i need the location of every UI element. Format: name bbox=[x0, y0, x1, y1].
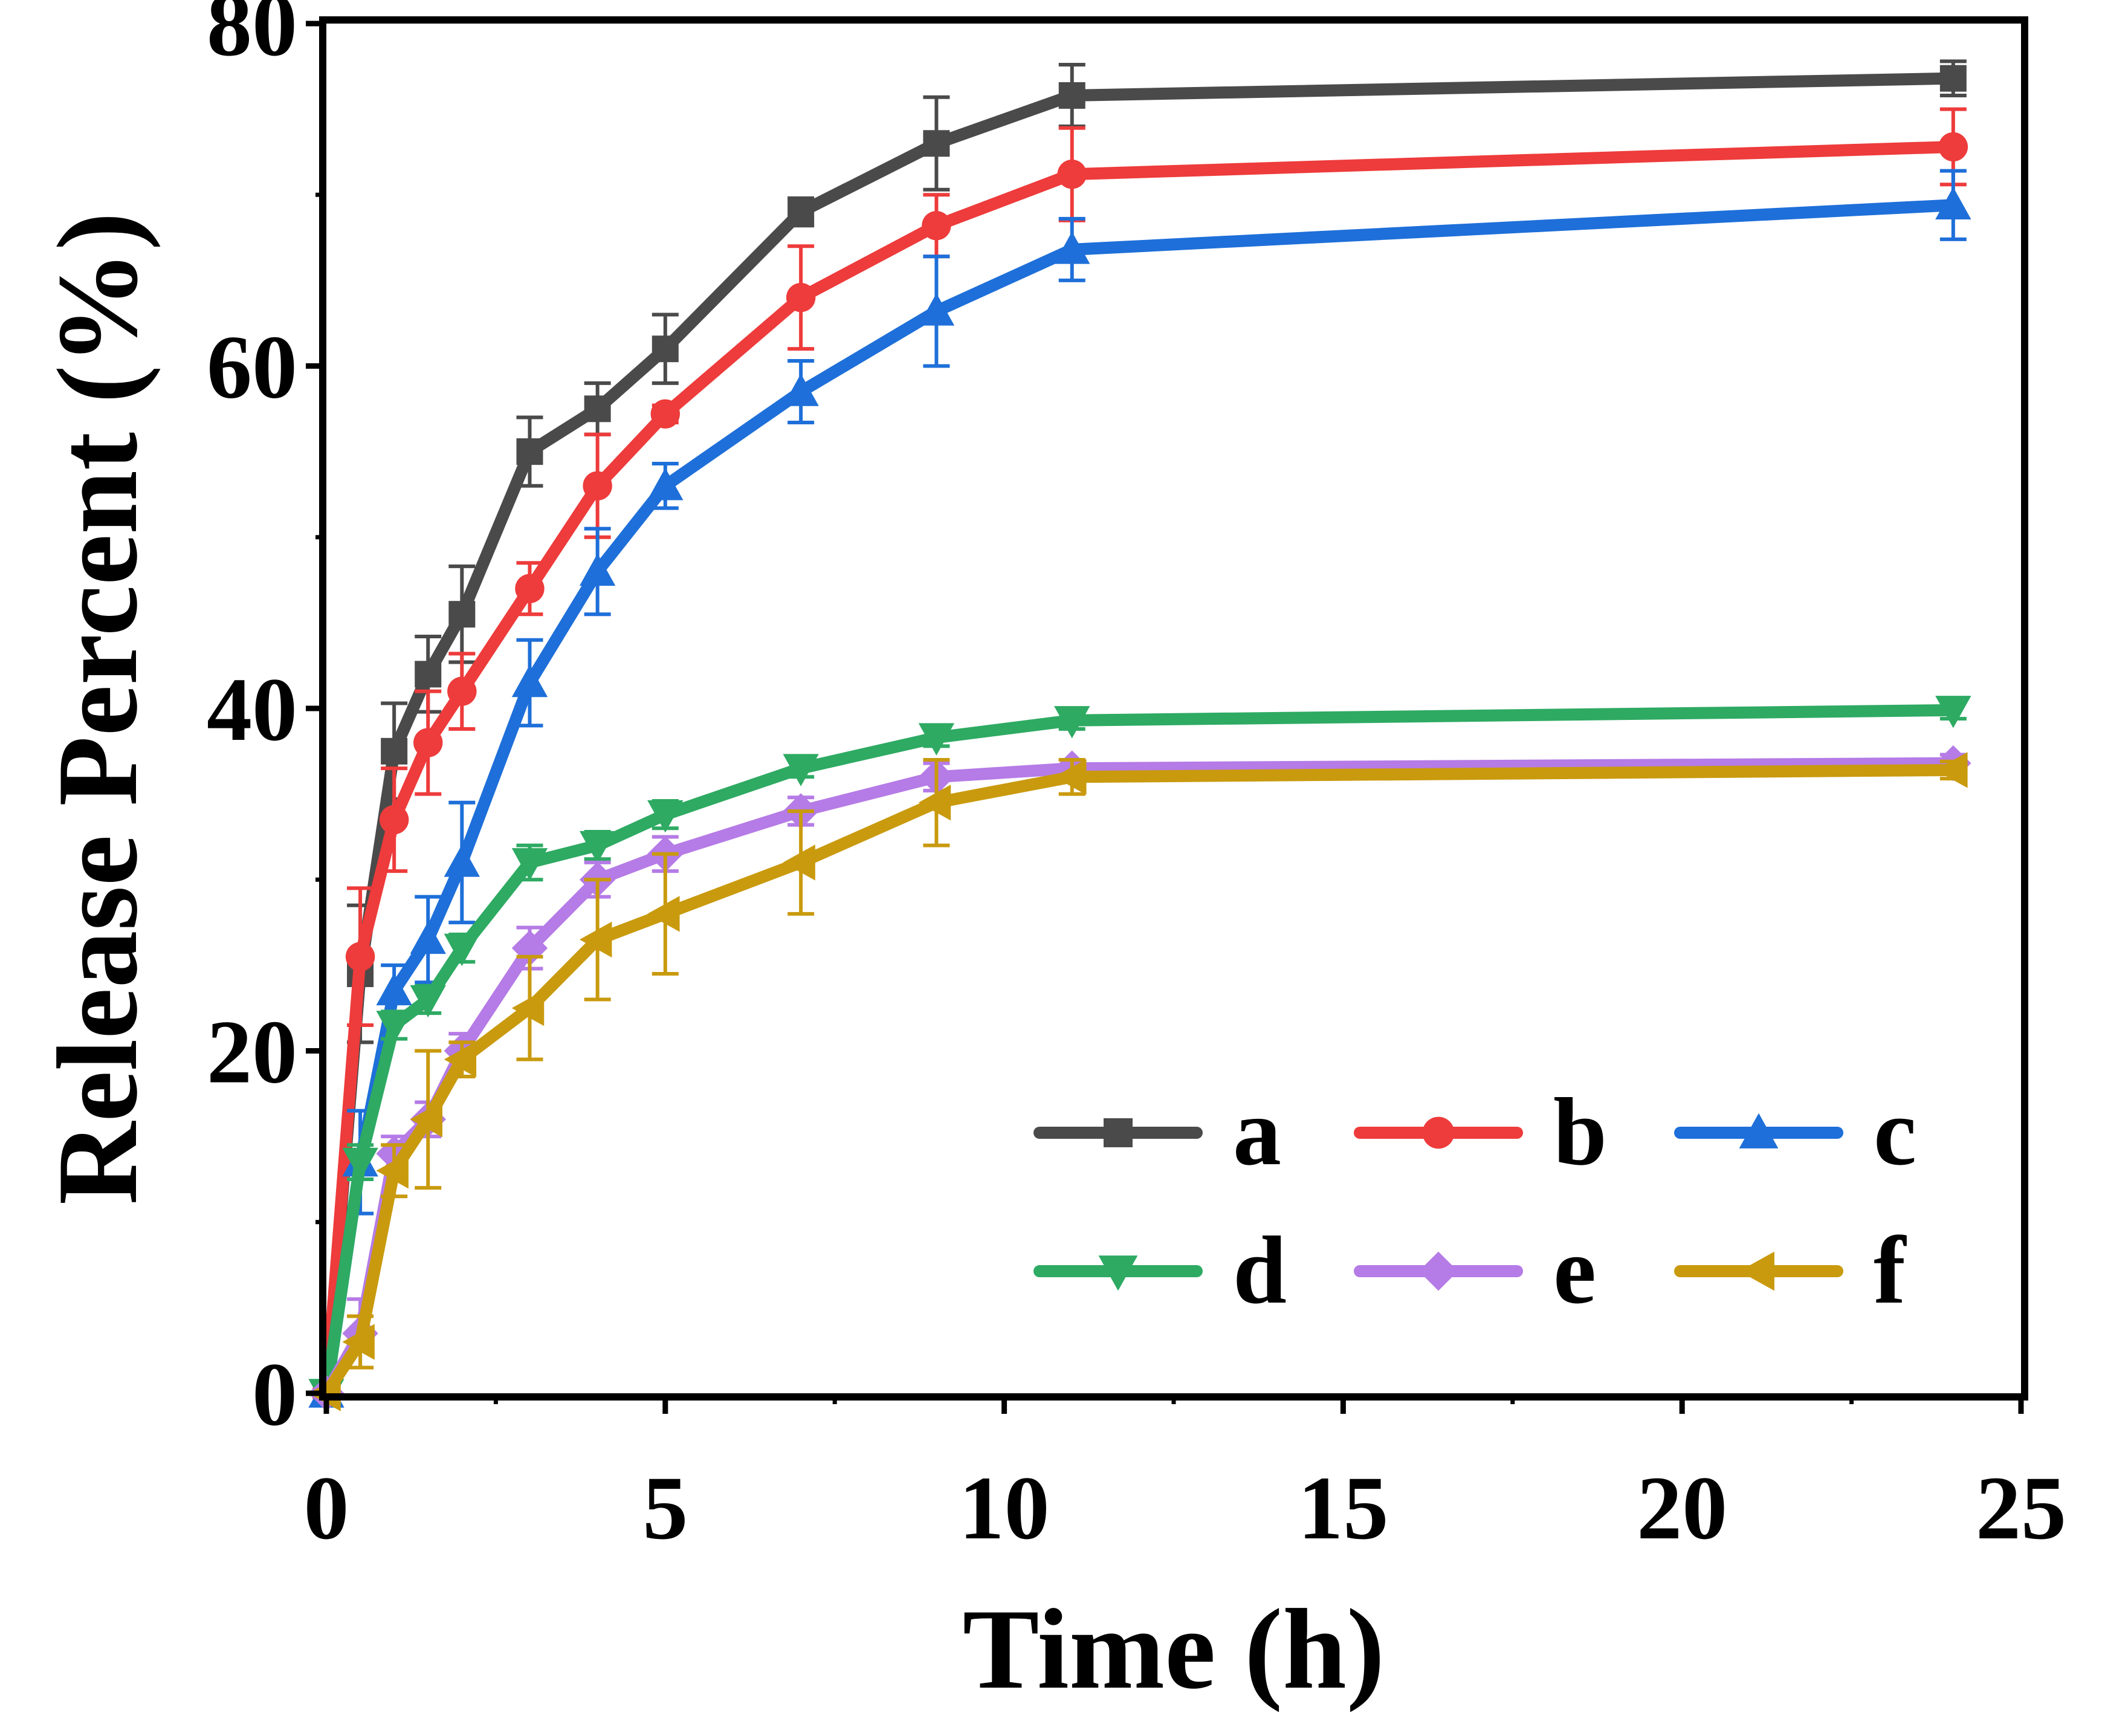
x-tick-label: 20 bbox=[1637, 1458, 1727, 1558]
series-line-c bbox=[320, 199, 1959, 1399]
x-axis-ticks: 0 5 10 15 20 25 bbox=[304, 1393, 2066, 1558]
data-point-f bbox=[444, 1041, 477, 1078]
data-point-f bbox=[376, 1153, 409, 1189]
x-tick-label: 5 bbox=[642, 1458, 688, 1558]
data-point-d bbox=[647, 800, 684, 833]
data-point-d bbox=[1935, 696, 1971, 728]
data-point-a bbox=[584, 395, 611, 423]
data-point-c bbox=[1935, 187, 1971, 220]
data-point-a bbox=[787, 198, 815, 225]
legend-marker-e bbox=[1418, 1251, 1458, 1291]
legend-marker-f bbox=[1739, 1251, 1774, 1291]
legend-item-a: a bbox=[1033, 1078, 1281, 1185]
data-point-b bbox=[379, 805, 409, 835]
series-line-b bbox=[320, 140, 1959, 1399]
y-tick-label: 0 bbox=[252, 1344, 297, 1445]
data-point-a bbox=[381, 737, 408, 765]
data-point-b bbox=[922, 211, 951, 241]
series-line-d bbox=[320, 704, 1959, 1399]
legend-item-c: c bbox=[1674, 1078, 1916, 1185]
y-tick-label: 80 bbox=[207, 0, 297, 75]
data-point-d bbox=[918, 723, 955, 756]
data-point-d bbox=[579, 831, 616, 864]
data-point-b bbox=[413, 728, 443, 757]
data-point-c bbox=[579, 553, 616, 586]
data-point-b bbox=[515, 574, 545, 603]
series-line-f bbox=[320, 763, 1959, 1399]
data-point-d bbox=[410, 985, 446, 1018]
data-point-d bbox=[783, 754, 819, 786]
data-point-b bbox=[345, 942, 375, 971]
legend-label-c: c bbox=[1874, 1078, 1916, 1185]
data-point-a bbox=[652, 335, 679, 363]
y-tick-label: 20 bbox=[207, 1002, 297, 1103]
data-point-c bbox=[376, 973, 412, 1006]
data-point-f bbox=[918, 785, 951, 821]
data-point-f bbox=[647, 896, 680, 932]
x-tick-label: 15 bbox=[1298, 1458, 1388, 1558]
x-tick-label: 25 bbox=[1976, 1458, 2066, 1558]
legend-label-d: d bbox=[1233, 1216, 1287, 1324]
data-point-f bbox=[1935, 752, 1968, 788]
legend-item-f: f bbox=[1674, 1216, 1907, 1324]
data-point-d bbox=[511, 848, 548, 881]
series-layer bbox=[308, 59, 1971, 1411]
data-point-c bbox=[1054, 232, 1090, 264]
legend-item-b: b bbox=[1354, 1078, 1607, 1185]
series-f bbox=[308, 752, 1968, 1411]
data-point-b bbox=[583, 471, 612, 500]
data-point-b bbox=[1938, 132, 1968, 162]
data-point-a bbox=[516, 438, 543, 465]
data-point-f bbox=[410, 1101, 442, 1138]
series-c bbox=[308, 169, 1971, 1408]
legend-label-a: a bbox=[1233, 1078, 1281, 1185]
legend-label-f: f bbox=[1874, 1216, 1907, 1324]
x-tick-label: 0 bbox=[304, 1458, 349, 1558]
data-point-b bbox=[650, 399, 681, 429]
legend-marker-b bbox=[1422, 1116, 1455, 1149]
data-point-f bbox=[1054, 759, 1087, 795]
data-point-c bbox=[410, 921, 446, 954]
data-point-c bbox=[647, 468, 684, 500]
data-point-b bbox=[786, 283, 816, 313]
data-point-a bbox=[1939, 65, 1967, 92]
data-point-c bbox=[444, 844, 480, 877]
data-point-d bbox=[376, 1011, 412, 1043]
legend-label-b: b bbox=[1553, 1078, 1607, 1185]
data-point-c bbox=[511, 664, 548, 698]
series-line-a bbox=[320, 72, 1959, 1399]
legend-marker-a bbox=[1104, 1118, 1133, 1147]
data-point-c bbox=[783, 374, 819, 406]
data-point-a bbox=[448, 601, 476, 628]
legend-marker-c bbox=[1739, 1113, 1779, 1148]
data-point-f bbox=[783, 844, 815, 881]
series-d bbox=[308, 696, 1971, 1411]
x-tick-label: 10 bbox=[959, 1458, 1050, 1558]
data-point-a bbox=[923, 130, 950, 157]
legend-item-e: e bbox=[1354, 1216, 1596, 1324]
data-point-f bbox=[342, 1324, 375, 1360]
series-a bbox=[313, 59, 1967, 1407]
legend: a b c d e f bbox=[1033, 1078, 1916, 1324]
data-point-d bbox=[444, 933, 480, 967]
y-axis-ticks: 0 20 40 60 80 bbox=[207, 0, 326, 1445]
x-axis-title: Time (h) bbox=[963, 1586, 1385, 1713]
y-tick-label: 40 bbox=[207, 659, 297, 760]
data-point-f bbox=[579, 921, 612, 958]
data-point-a bbox=[1058, 82, 1085, 109]
data-point-d bbox=[342, 1147, 378, 1181]
series-e bbox=[308, 745, 1971, 1411]
data-point-a bbox=[415, 661, 442, 688]
data-point-f bbox=[511, 989, 545, 1026]
data-point-b bbox=[1057, 160, 1087, 189]
y-tick-label: 60 bbox=[207, 317, 297, 418]
data-point-b bbox=[447, 676, 477, 706]
legend-item-d: d bbox=[1033, 1216, 1287, 1324]
data-point-c bbox=[918, 293, 955, 326]
y-axis-title: Release Percent (%) bbox=[34, 212, 161, 1205]
legend-label-e: e bbox=[1553, 1216, 1596, 1324]
legend-marker-d bbox=[1098, 1255, 1138, 1291]
data-point-d bbox=[1054, 706, 1090, 739]
